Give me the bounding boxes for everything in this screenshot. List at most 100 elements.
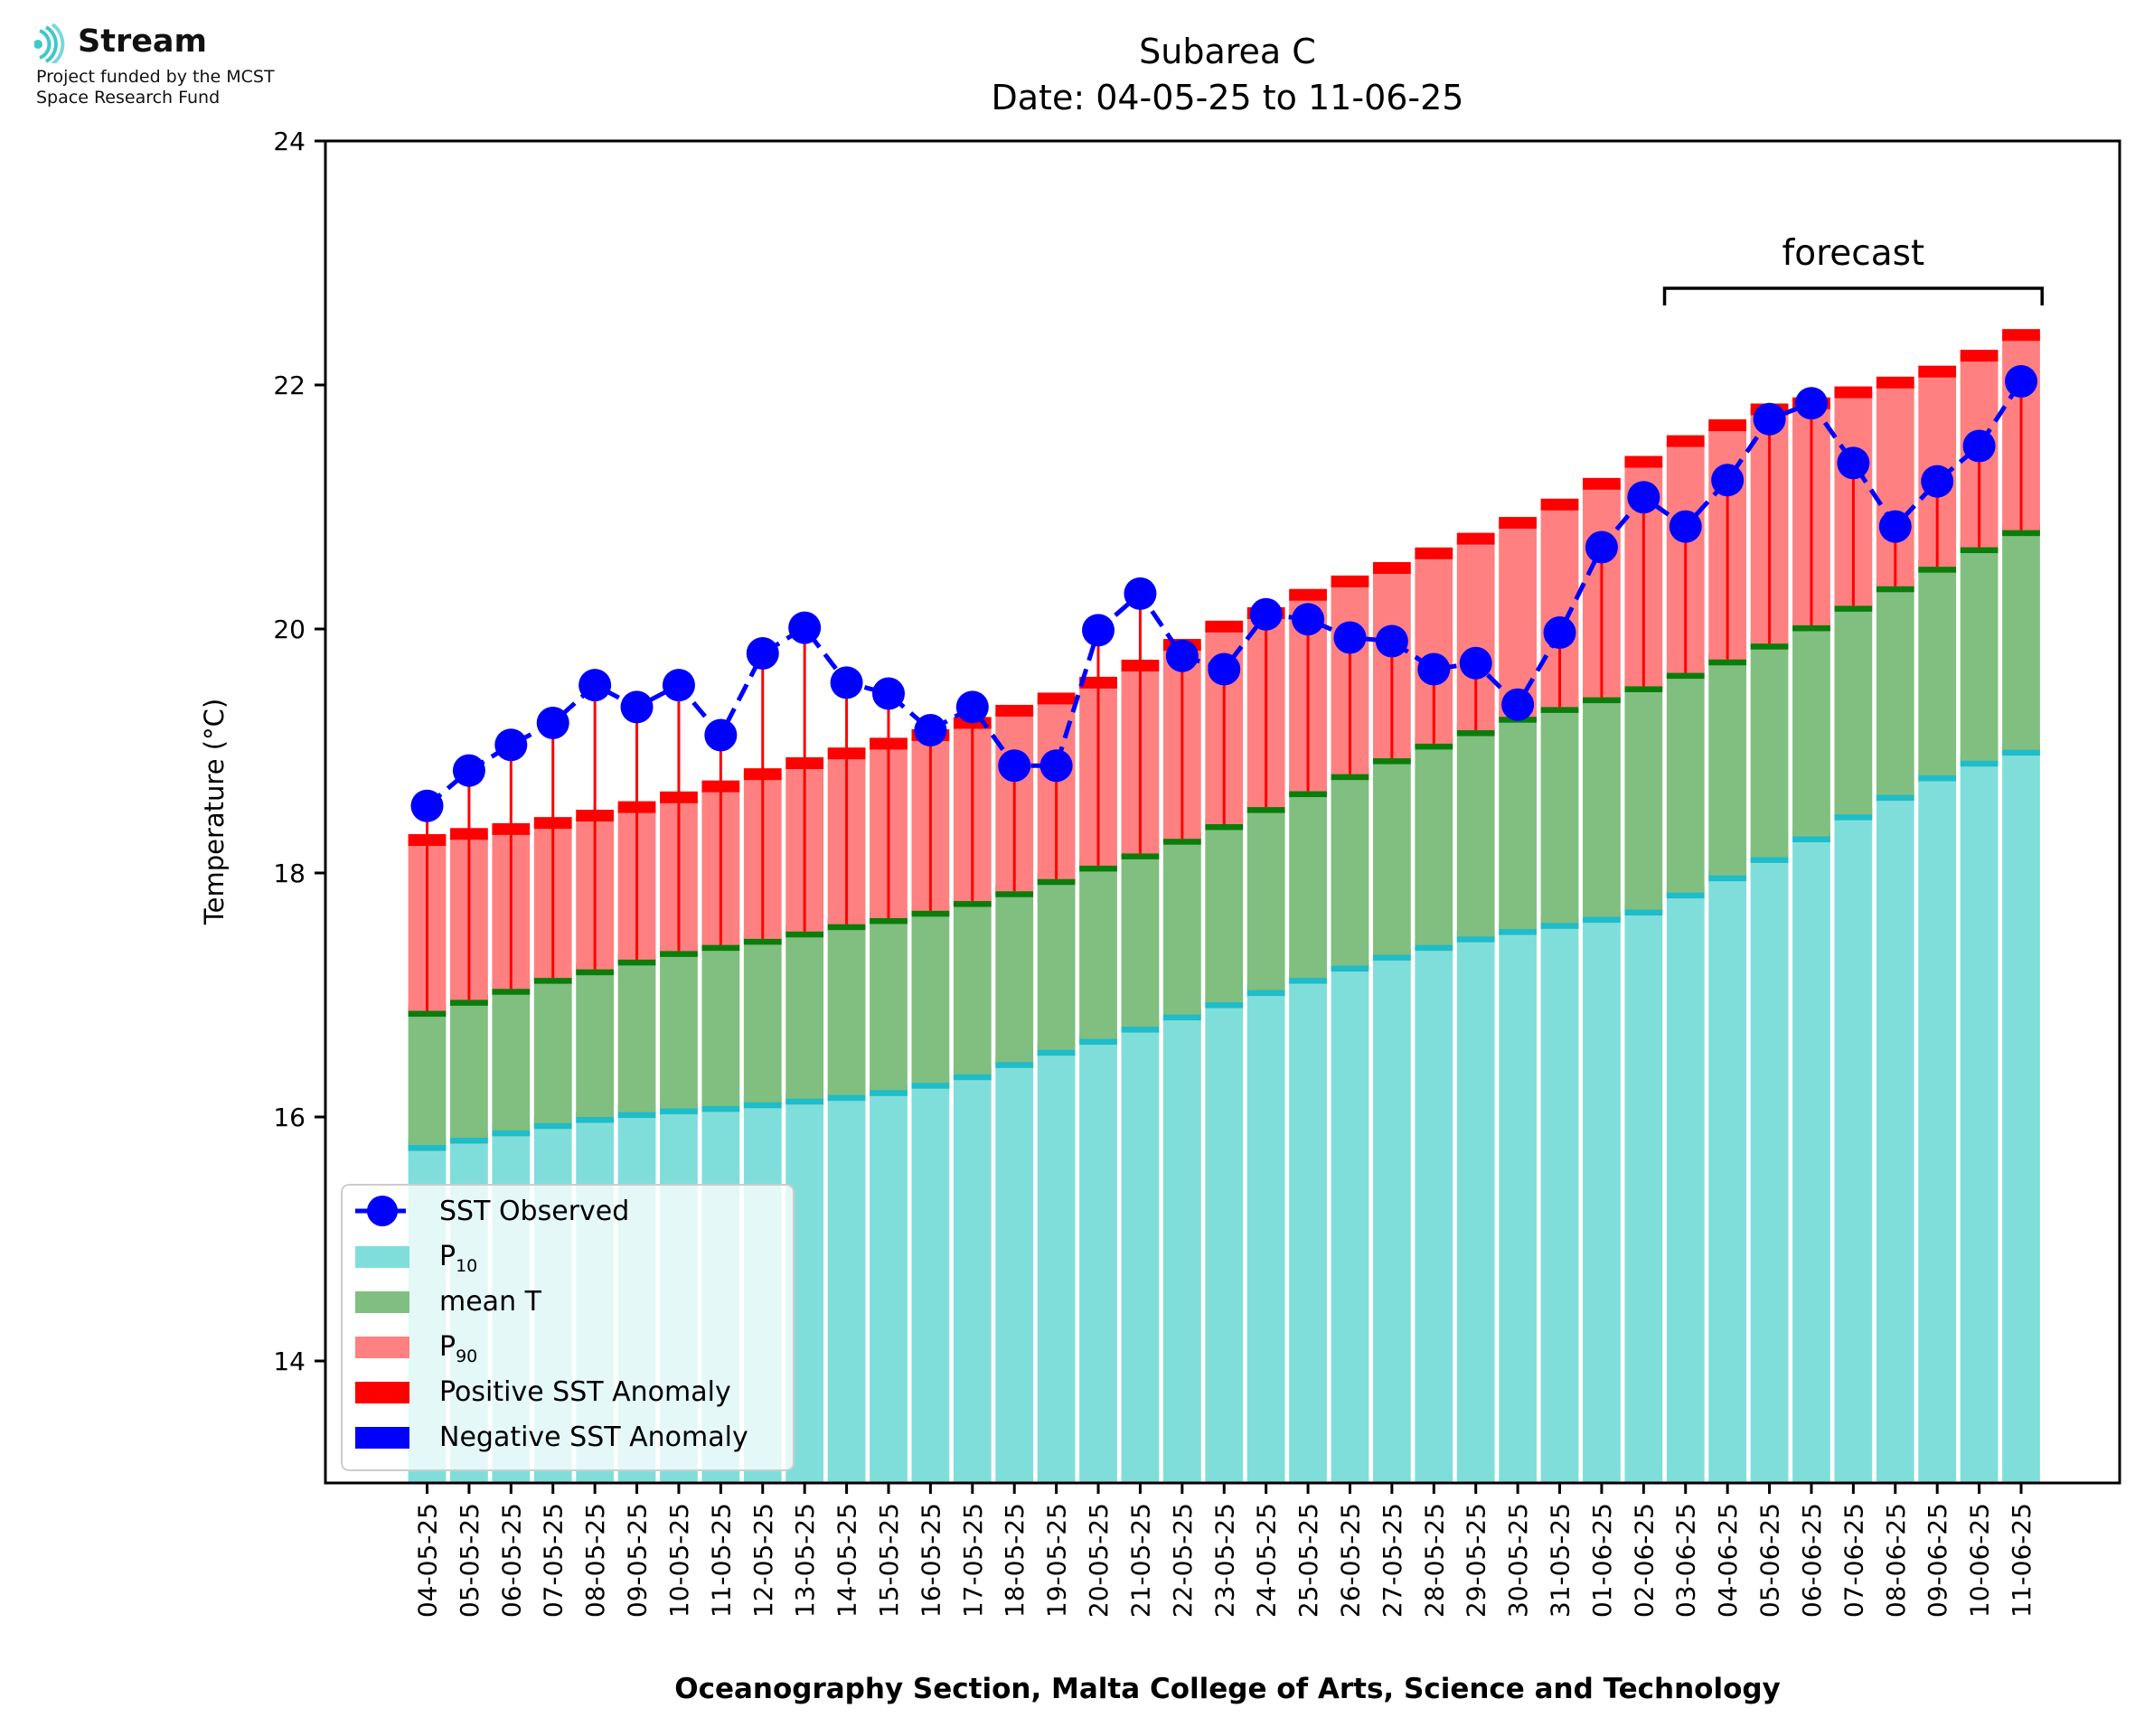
bar-mean — [1834, 605, 1873, 815]
stream-logo-icon — [34, 23, 65, 63]
bar-p10 — [1162, 1014, 1201, 1483]
sst-observed-point — [1753, 402, 1786, 436]
bar-p10 — [1331, 965, 1369, 1483]
bar-p10 — [1708, 875, 1747, 1483]
sst-observed-point — [2005, 364, 2037, 398]
chart-subtitle: Date: 04-05-25 to 11-06-25 — [992, 78, 1464, 117]
y-tick-label: 16 — [273, 1103, 306, 1132]
bar-p90 — [1499, 522, 1537, 718]
bar-mean — [953, 901, 992, 1074]
sst-observed-point — [1669, 510, 1702, 543]
sst-observed-point — [1165, 639, 1199, 672]
forecast-bracket: forecast — [1662, 233, 2044, 305]
x-tick-label: 01-06-25 — [1587, 1503, 1617, 1618]
x-tick-label: 06-06-25 — [1797, 1503, 1827, 1618]
x-tick-label: 14-05-25 — [832, 1503, 862, 1618]
bar-p90-cap — [1624, 455, 1663, 468]
bar-p10 — [827, 1094, 866, 1483]
x-tick-label: 21-05-25 — [1125, 1503, 1155, 1618]
bar-mean — [1666, 672, 1705, 893]
sst-observed-point — [1082, 614, 1115, 647]
forecast-label: forecast — [1782, 233, 1925, 274]
bar-p10 — [1121, 1027, 1160, 1483]
bar-mean — [450, 999, 488, 1138]
bar-p10 — [1246, 990, 1285, 1483]
x-axis-label: Oceanography Section, Malta College of A… — [674, 1673, 1781, 1705]
bar-p90-cap — [1037, 692, 1076, 705]
x-tick-label: 12-05-25 — [748, 1503, 778, 1618]
anomaly-stems-layer — [426, 380, 2023, 1011]
bar-p90-cap — [1331, 575, 1369, 587]
bar-mean — [1205, 824, 1244, 1003]
forecast-bracket-line — [1662, 286, 2044, 305]
x-tick-label: 03-06-25 — [1671, 1503, 1701, 1618]
legend-box — [341, 1184, 795, 1471]
bar-mean — [1162, 839, 1201, 1015]
bar-p90-cap — [1540, 498, 1579, 511]
bar-mean — [1289, 791, 1327, 979]
bar-p10 — [953, 1074, 992, 1483]
x-tick-label: 25-05-25 — [1293, 1503, 1323, 1618]
bar-mean — [408, 1010, 447, 1146]
legend-swatch-marker — [367, 1196, 398, 1226]
bar-mean — [827, 924, 866, 1095]
sst-observed-point — [452, 754, 485, 787]
x-axis: 04-05-25 05-05-25 06-05-25 07-05-25 08-05-25… — [413, 1483, 2036, 1618]
sst-observed-point — [536, 706, 569, 739]
bar-mean — [1246, 807, 1285, 990]
bar-p10 — [1583, 916, 1621, 1483]
sst-observed-point — [1837, 446, 1870, 480]
bar-p10 — [1372, 954, 1411, 1483]
bar-mean — [1121, 853, 1160, 1028]
bar-p10 — [1792, 836, 1830, 1483]
bar-mean — [1750, 643, 1789, 858]
bar-p10 — [1960, 760, 1999, 1483]
bar-p10 — [1918, 775, 1957, 1483]
x-tick-label: 16-05-25 — [916, 1503, 945, 1618]
logo-funding-line-1: Project funded by the MCST — [36, 67, 275, 87]
bar-mean — [743, 938, 782, 1103]
x-tick-label: 18-05-25 — [1000, 1503, 1030, 1618]
bar-p10 — [1876, 794, 1914, 1483]
bar-p10 — [1624, 909, 1663, 1483]
x-tick-label: 24-05-25 — [1252, 1503, 1282, 1618]
sst-observed-point — [1417, 652, 1451, 686]
x-tick-label: 15-05-25 — [874, 1503, 904, 1618]
x-tick-label: 04-06-25 — [1713, 1503, 1743, 1618]
bar-mean — [492, 989, 531, 1131]
bar-p10 — [911, 1083, 950, 1483]
x-tick-label: 29-05-25 — [1462, 1503, 1491, 1618]
x-tick-label: 10-05-25 — [664, 1503, 694, 1618]
bar-mean — [1415, 743, 1453, 945]
bar-mean — [1583, 697, 1621, 917]
bar-p90-cap — [1289, 588, 1327, 601]
bar-p10 — [1415, 944, 1453, 1483]
sst-observed-point — [955, 690, 989, 724]
bar-mean — [1499, 717, 1537, 930]
bar-p10 — [1079, 1038, 1117, 1483]
sst-observed-point — [1627, 481, 1660, 514]
x-tick-label: 10-06-25 — [1965, 1503, 1995, 1618]
sst-observed-point — [746, 637, 779, 670]
sst-observed-point — [1375, 624, 1408, 658]
sst-observed-point — [1333, 621, 1367, 654]
sst-observed-point — [494, 728, 528, 762]
sst-observed-point — [1921, 464, 1954, 498]
x-tick-label: 07-06-25 — [1839, 1503, 1868, 1618]
bar-p90-cap — [2002, 329, 2040, 342]
bar-p90-cap — [1666, 435, 1705, 447]
sst-observed-point — [914, 714, 947, 747]
x-tick-label: 27-05-25 — [1378, 1503, 1407, 1618]
sst-observed-point — [1878, 510, 1912, 543]
sst-observed-point — [830, 666, 863, 699]
bar-mean — [701, 944, 740, 1106]
sst-observed-point — [1039, 749, 1073, 783]
x-tick-label: 30-05-25 — [1503, 1503, 1533, 1618]
bar-mean — [1540, 707, 1579, 924]
x-tick-label: 07-05-25 — [539, 1503, 569, 1618]
y-tick-label: 22 — [273, 371, 306, 400]
bar-p10 — [1499, 929, 1537, 1483]
sst-observed-point — [1292, 603, 1325, 636]
x-tick-label: 06-05-25 — [496, 1503, 526, 1618]
